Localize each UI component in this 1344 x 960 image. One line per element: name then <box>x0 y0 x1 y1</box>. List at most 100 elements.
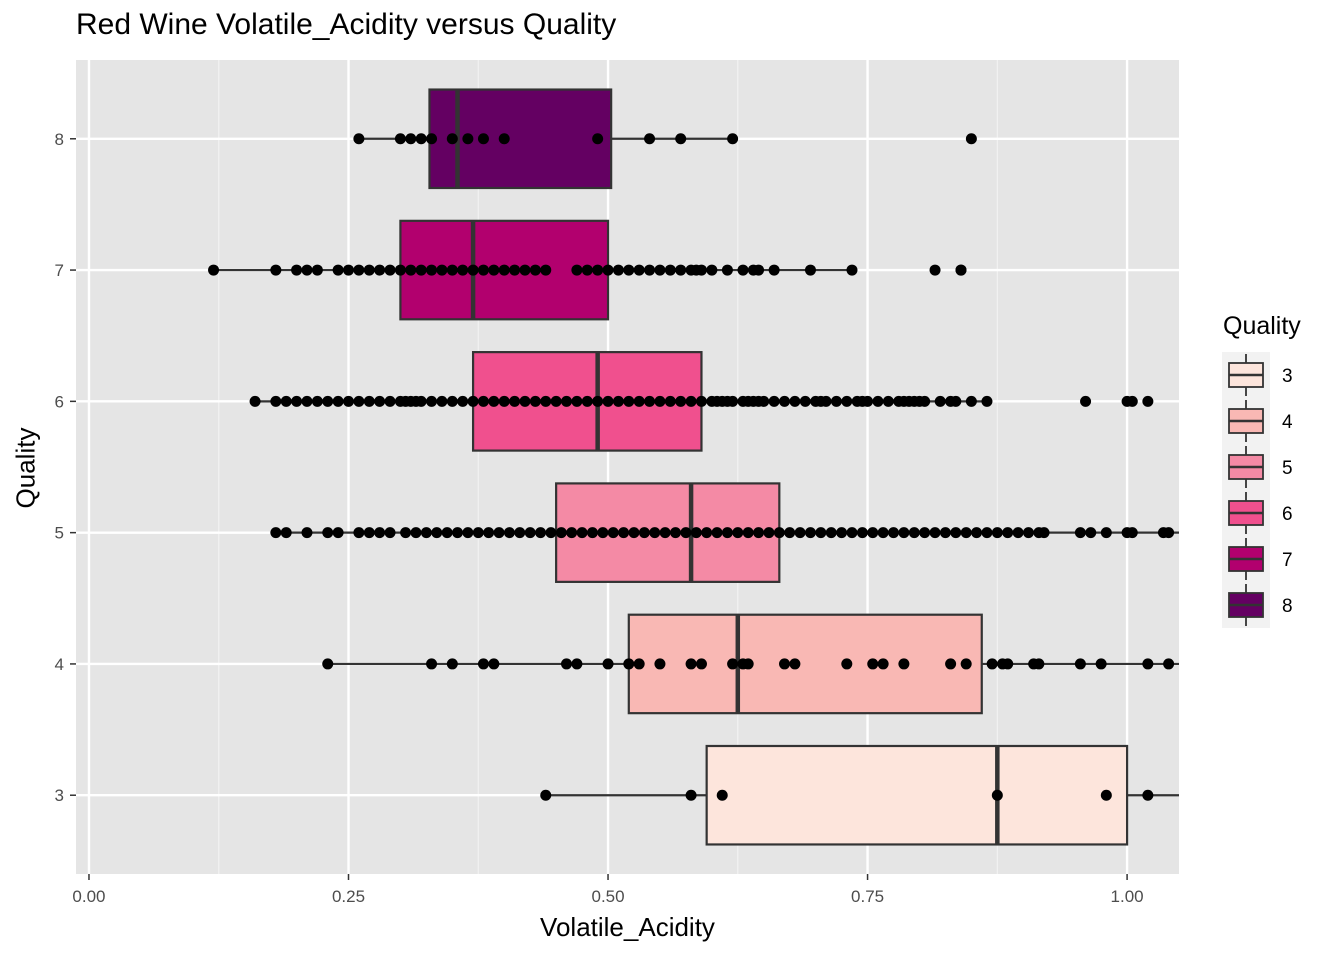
data-point-quality-5 <box>659 527 671 539</box>
data-point-quality-4 <box>561 658 573 670</box>
box-iqr <box>705 744 1129 846</box>
data-point-quality-7 <box>374 264 386 276</box>
data-point-quality-5 <box>420 527 432 539</box>
data-point-quality-6 <box>623 395 635 407</box>
data-point-quality-5 <box>773 527 785 539</box>
data-point-quality-6 <box>1080 395 1092 407</box>
data-point-quality-5 <box>981 527 993 539</box>
data-point-quality-5 <box>452 527 464 539</box>
data-point-quality-5 <box>898 527 910 539</box>
legend-label: 7 <box>1282 550 1293 571</box>
data-point-quality-8 <box>592 133 604 145</box>
data-point-quality-5 <box>742 527 754 539</box>
data-points <box>208 133 1175 801</box>
data-point-quality-5 <box>400 527 412 539</box>
plot-panel-background <box>76 60 1179 874</box>
data-point-quality-5 <box>908 527 920 539</box>
data-point-quality-7 <box>519 264 531 276</box>
data-point-quality-4 <box>1142 658 1154 670</box>
data-point-quality-5 <box>618 527 630 539</box>
data-point-quality-4 <box>867 658 879 670</box>
x-tick-label: 0.50 <box>591 887 624 906</box>
data-point-quality-6 <box>322 395 334 407</box>
data-point-quality-6 <box>602 395 614 407</box>
data-point-quality-5 <box>384 527 396 539</box>
data-point-quality-5 <box>1163 527 1175 539</box>
data-point-quality-8 <box>675 133 687 145</box>
data-point-quality-3 <box>540 789 552 801</box>
data-point-quality-6 <box>509 395 521 407</box>
data-point-quality-5 <box>332 527 344 539</box>
data-point-quality-4 <box>789 658 801 670</box>
data-point-quality-4 <box>1033 658 1045 670</box>
data-point-quality-5 <box>555 527 567 539</box>
data-point-quality-6 <box>644 395 656 407</box>
data-point-quality-5 <box>711 527 723 539</box>
data-point-quality-5 <box>804 527 816 539</box>
data-point-quality-6 <box>343 395 355 407</box>
data-point-quality-7 <box>540 264 552 276</box>
data-point-quality-6 <box>332 395 344 407</box>
data-point-quality-6 <box>789 395 801 407</box>
data-point-quality-7 <box>955 264 967 276</box>
data-point-quality-6 <box>249 395 261 407</box>
data-point-quality-6 <box>581 395 593 407</box>
data-point-quality-6 <box>768 395 780 407</box>
data-point-quality-6 <box>488 395 500 407</box>
data-point-quality-4 <box>742 658 754 670</box>
data-point-quality-7 <box>571 264 583 276</box>
data-point-quality-5 <box>638 527 650 539</box>
data-point-quality-6 <box>415 395 427 407</box>
y-axis-ticks: 3 4 5 6 7 8 <box>55 130 76 805</box>
y-axis-title-text: Quality <box>10 427 41 509</box>
data-point-quality-7 <box>311 264 323 276</box>
data-point-quality-5 <box>322 527 334 539</box>
data-point-quality-6 <box>685 395 697 407</box>
boxplot-quality-8 <box>358 88 733 190</box>
data-point-quality-5 <box>607 527 619 539</box>
data-point-quality-5 <box>670 527 682 539</box>
data-point-quality-5 <box>1022 527 1034 539</box>
data-point-quality-7 <box>394 264 406 276</box>
data-point-quality-4 <box>841 658 853 670</box>
data-point-quality-5 <box>991 527 1003 539</box>
x-tick-label: 1.00 <box>1111 887 1144 906</box>
data-point-quality-5 <box>919 527 931 539</box>
data-point-quality-3 <box>685 789 697 801</box>
data-point-quality-7 <box>623 264 635 276</box>
data-point-quality-6 <box>654 395 666 407</box>
data-point-quality-6 <box>540 395 552 407</box>
data-point-quality-8 <box>727 133 739 145</box>
data-point-quality-4 <box>654 658 666 670</box>
data-point-quality-5 <box>545 527 557 539</box>
data-point-quality-6 <box>301 395 313 407</box>
legend-label: 4 <box>1282 412 1293 433</box>
data-point-quality-5 <box>586 527 598 539</box>
data-point-quality-4 <box>960 658 972 670</box>
x-tick-label: 0.00 <box>72 887 105 906</box>
data-point-quality-4 <box>898 658 910 670</box>
data-point-quality-5 <box>929 527 941 539</box>
data-point-quality-4 <box>1002 658 1014 670</box>
data-point-quality-5 <box>701 527 713 539</box>
data-point-quality-6 <box>446 395 458 407</box>
data-point-quality-5 <box>472 527 484 539</box>
data-point-quality-5 <box>680 527 692 539</box>
data-point-quality-6 <box>799 395 811 407</box>
data-point-quality-5 <box>971 527 983 539</box>
data-point-quality-5 <box>836 527 848 539</box>
data-point-quality-6 <box>498 395 510 407</box>
data-point-quality-5 <box>1012 527 1024 539</box>
data-point-quality-5 <box>597 527 609 539</box>
legend-label: 3 <box>1282 366 1293 387</box>
data-point-quality-5 <box>939 527 951 539</box>
data-point-quality-6 <box>592 395 604 407</box>
data-point-quality-8 <box>965 133 977 145</box>
boxplot-quality-3 <box>545 744 1179 846</box>
data-point-quality-5 <box>877 527 889 539</box>
data-point-quality-7 <box>208 264 220 276</box>
data-point-quality-6 <box>363 395 375 407</box>
data-point-quality-8 <box>498 133 510 145</box>
data-point-quality-7 <box>477 264 489 276</box>
